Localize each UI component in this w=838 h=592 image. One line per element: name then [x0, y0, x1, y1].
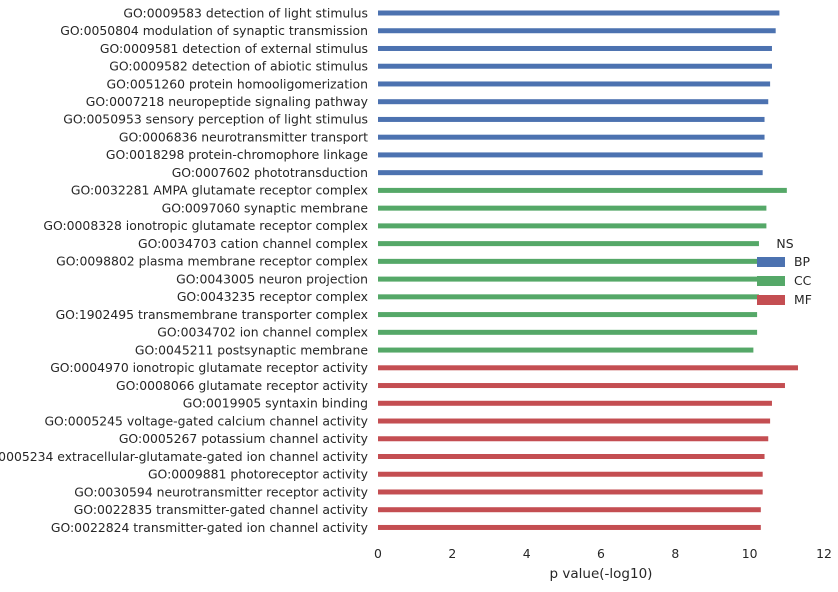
bars-layer — [378, 10, 798, 530]
category-label: GO:0008328 ionotropic glutamate receptor… — [43, 218, 368, 233]
category-label: GO:0043005 neuron projection — [176, 271, 368, 286]
category-label: GO:0043235 receptor complex — [177, 289, 368, 304]
category-label: GO:0009583 detection of light stimulus — [123, 5, 368, 20]
category-label: GO:0051260 protein homooligomerization — [107, 76, 368, 91]
bar-mf — [378, 524, 761, 530]
category-label: GO:0009582 detection of abiotic stimulus — [109, 59, 368, 74]
category-label: GO:0050804 modulation of synaptic transm… — [60, 23, 368, 38]
category-label: GO:0019905 syntaxin binding — [183, 396, 368, 411]
category-label: GO:0022824 transmitter-gated ion channel… — [51, 520, 368, 535]
bar-mf — [378, 365, 798, 371]
bar-bp — [378, 99, 769, 105]
category-label: GO:0098802 plasma membrane receptor comp… — [56, 254, 368, 269]
bar-cc — [378, 187, 787, 193]
bar-mf — [378, 400, 772, 406]
x-tick-label: 2 — [448, 546, 456, 561]
x-tick-label: 6 — [597, 546, 605, 561]
bar-bp — [378, 152, 763, 158]
category-label: GO:0004970 ionotropic glutamate receptor… — [50, 360, 368, 375]
category-label: GO:0022835 transmitter-gated channel act… — [74, 502, 368, 517]
bar-cc — [378, 223, 767, 229]
x-tick-label: 8 — [671, 546, 679, 561]
bar-cc — [378, 312, 758, 318]
bar-bp — [378, 45, 772, 51]
legend-label-cc: CC — [794, 273, 811, 288]
x-tick-label: 0 — [374, 546, 382, 561]
bar-cc — [378, 347, 754, 353]
bar-mf — [378, 454, 765, 459]
category-label: GO:1902495 transmembrane transporter com… — [56, 307, 368, 322]
bar-cc — [378, 294, 759, 300]
bar-bp — [378, 28, 776, 34]
bar-mf — [378, 383, 785, 389]
category-label: GO:0007218 neuropeptide signaling pathwa… — [86, 94, 368, 109]
legend-label-mf: MF — [794, 292, 812, 307]
bar-mf — [378, 489, 763, 495]
category-label: GO:0008066 glutamate receptor activity — [116, 378, 368, 393]
bar-mf — [378, 507, 761, 513]
bar-mf — [378, 418, 771, 424]
legend-swatch-bp — [757, 257, 785, 267]
bar-cc — [378, 241, 759, 247]
x-axis-ticks: 0 2 4 6 8 10 12 — [374, 546, 832, 561]
bar-cc — [378, 205, 767, 211]
category-label: GO:0050953 sensory perception of light s… — [63, 112, 368, 127]
category-labels: GO:0009583 detection of light stimulus GO… — [0, 5, 368, 534]
category-label: GO:0009581 detection of external stimulu… — [100, 41, 368, 56]
legend-swatch-mf — [757, 295, 785, 305]
bar-bp — [378, 10, 780, 16]
legend-swatch-cc — [757, 276, 785, 286]
bar-bp — [378, 116, 765, 122]
bar-cc — [378, 329, 758, 335]
category-label: GO:0045211 postsynaptic membrane — [135, 342, 368, 357]
legend-title: NS — [776, 236, 793, 251]
category-label: GO:0005267 potassium channel activity — [119, 431, 368, 446]
bar-mf — [378, 471, 763, 477]
category-label: GO:0005234 extracellular-glutamate-gated… — [0, 449, 368, 464]
category-label: GO:0034702 ion channel complex — [157, 325, 368, 340]
category-label: GO:0007602 phototransduction — [172, 165, 368, 180]
bar-bp — [378, 81, 771, 87]
bar-bp — [378, 63, 772, 69]
x-axis-title: p value(-log10) — [550, 566, 653, 582]
category-label: GO:0006836 neurotransmitter transport — [119, 129, 368, 144]
category-label: GO:0097060 synaptic membrane — [162, 200, 368, 215]
bar-bp — [378, 134, 765, 140]
bar-cc — [378, 276, 759, 282]
x-tick-label: 12 — [816, 546, 832, 561]
bar-bp — [378, 170, 763, 176]
category-label: GO:0018298 protein-chromophore linkage — [106, 147, 368, 162]
category-label: GO:0034703 cation channel complex — [138, 236, 368, 251]
category-label: GO:0032281 AMPA glutamate receptor compl… — [71, 183, 368, 198]
x-tick-label: 10 — [742, 546, 758, 561]
bar-cc — [378, 258, 763, 264]
bar-mf — [378, 436, 769, 442]
category-label: GO:0009881 photoreceptor activity — [148, 467, 368, 482]
category-label: GO:0005245 voltage-gated calcium channel… — [44, 413, 368, 428]
x-tick-label: 4 — [523, 546, 531, 561]
legend-label-bp: BP — [794, 254, 811, 269]
category-label: GO:0030594 neurotransmitter receptor act… — [74, 484, 368, 499]
